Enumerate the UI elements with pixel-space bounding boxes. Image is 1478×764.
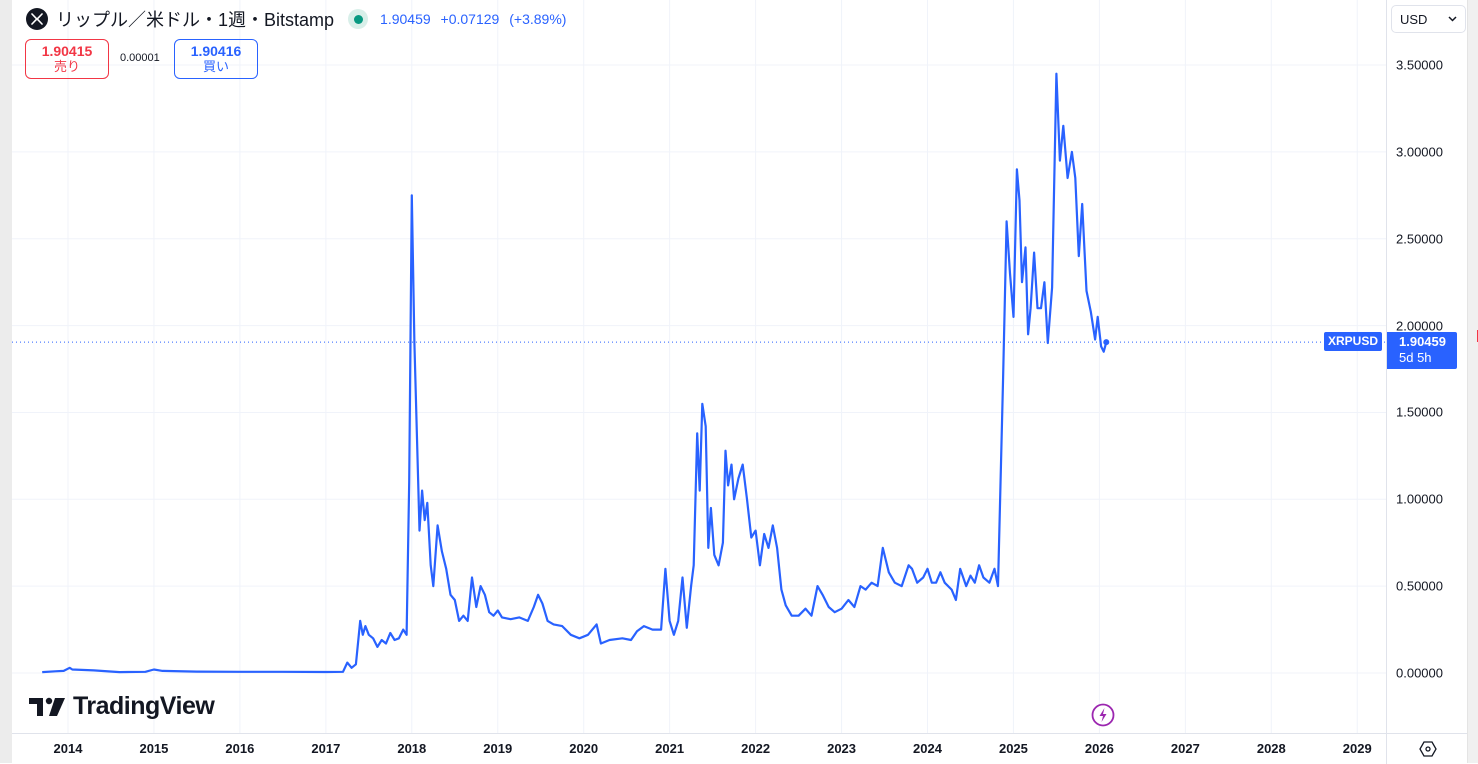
time-axis-label: 2025 [998, 741, 1028, 756]
price-line-chart[interactable] [12, 0, 1386, 733]
price-axis-label: 0.50000 [1396, 578, 1443, 594]
time-axis-label: 2014 [53, 741, 83, 756]
left-edge-strip [0, 0, 12, 763]
price-series-line[interactable] [42, 72, 1108, 674]
auto-scale-settings-button[interactable] [1386, 733, 1468, 764]
time-axis-label: 2018 [397, 741, 427, 756]
time-axis-label: 2016 [225, 741, 255, 756]
time-axis-label: 2026 [1084, 741, 1114, 756]
last-price: 1.90459 [380, 11, 431, 27]
last-price-marker [1103, 339, 1110, 346]
logo-text: TradingView [73, 692, 215, 720]
symbol-price-label: XRPUSD [1324, 332, 1383, 351]
price-change: +0.07129 [440, 11, 500, 27]
chart-plot-area[interactable] [12, 0, 1386, 733]
currency-select[interactable]: USD [1391, 5, 1466, 33]
time-axis-label: 2023 [827, 741, 857, 756]
price-axis-label: 2.50000 [1396, 231, 1443, 247]
price-axis-label: 0.00000 [1396, 665, 1443, 681]
market-open-status-icon [348, 9, 369, 29]
time-axis-label: 2021 [655, 741, 685, 756]
price-change-percent: (+3.89%) [509, 11, 567, 27]
price-axis-label: 3.50000 [1396, 57, 1443, 73]
price-axis-label: 1.00000 [1396, 491, 1443, 507]
time-axis-label: 2015 [139, 741, 169, 756]
buy-button[interactable]: 1.90416 買い [174, 39, 258, 79]
time-axis-label: 2029 [1342, 741, 1372, 756]
time-axis-label: 2024 [913, 741, 942, 756]
price-axis-label: 3.00000 [1396, 144, 1443, 160]
sell-label: 売り [53, 59, 80, 74]
lightning-event-icon[interactable] [1091, 703, 1115, 727]
buy-price: 1.90416 [190, 43, 242, 59]
price-axis-label: 1.50000 [1396, 404, 1443, 420]
time-axis-label: 2019 [483, 741, 513, 756]
price-axis-label: 2.00000 [1396, 318, 1443, 334]
bar-countdown: 5d 5h [1399, 350, 1432, 365]
quote-values: 1.90459 +0.07129 (+3.89%) [380, 11, 572, 27]
tradingview-logo[interactable]: TradingView [29, 692, 215, 721]
sell-button[interactable]: 1.90415 売り [25, 39, 109, 79]
buy-label: 買い [202, 59, 229, 74]
symbol-header: リップル／米ドル・1週・Bitstamp 1.90459 +0.07129 (+… [26, 6, 572, 32]
tradingview-logo-icon [29, 697, 65, 716]
xrp-logo-icon [26, 8, 48, 30]
time-axis-label: 2017 [311, 741, 341, 756]
spread-value: 0.00001 [120, 52, 160, 64]
symbol-title[interactable]: リップル／米ドル・1週・Bitstamp [56, 10, 335, 30]
auto-scale-settings-icon [1418, 741, 1437, 757]
time-axis[interactable] [12, 733, 1386, 764]
current-price-label: 1.90459 5d 5h [1387, 332, 1457, 369]
time-axis-label: 2020 [569, 741, 599, 756]
time-axis-label: 2027 [1170, 741, 1200, 756]
current-price-value: 1.90459 [1399, 334, 1446, 349]
chevron-down-icon [1448, 16, 1457, 22]
time-axis-label: 2028 [1256, 741, 1286, 756]
currency-value: USD [1400, 11, 1428, 27]
sell-price: 1.90415 [41, 43, 93, 59]
time-axis-label: 2022 [741, 741, 771, 756]
right-panel-scrollbar[interactable] [1467, 0, 1478, 763]
